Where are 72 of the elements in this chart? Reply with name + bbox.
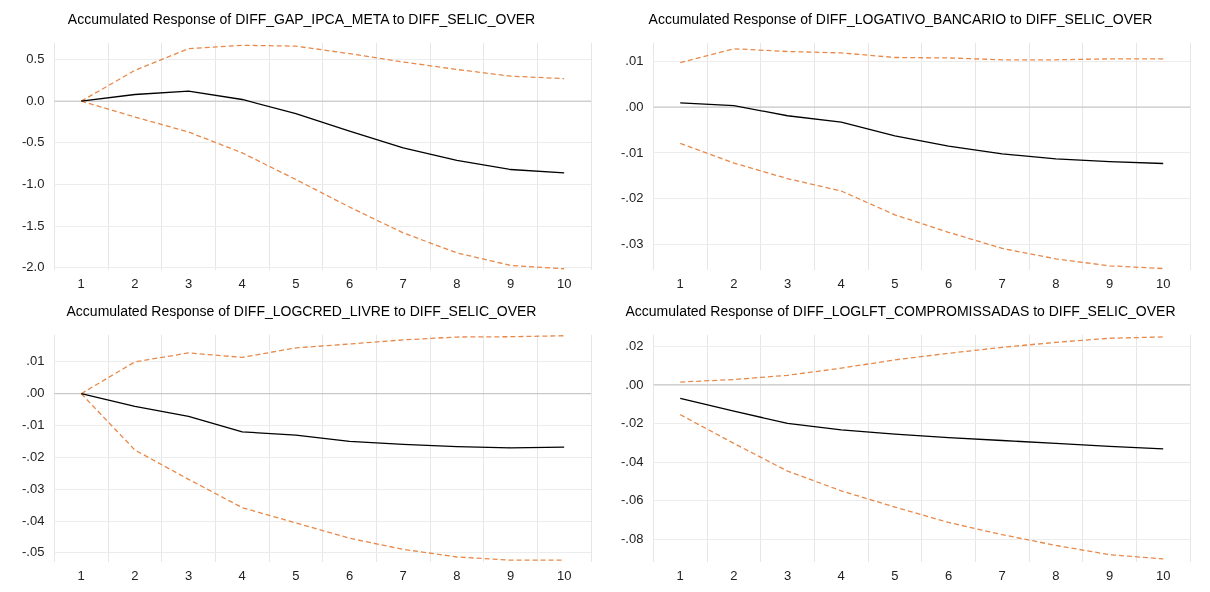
y-tick-label: .00 [625, 98, 644, 114]
y-tick-label: -.06 [620, 492, 644, 508]
y-tick-label: -.08 [620, 530, 644, 546]
chart-title: Accumulated Response of DIFF_GAP_IPCA_META to DIFF_SELIC_OVER [67, 11, 536, 28]
x-tick-label: 4 [837, 275, 845, 291]
y-tick-label: .00 [625, 376, 644, 392]
line-series [679, 142, 1164, 270]
x-tick-label: 5 [891, 567, 899, 583]
y-tick-label: .02 [625, 337, 644, 353]
y-tick-label: -.01 [620, 144, 644, 160]
x-tick-label: 8 [453, 275, 461, 291]
x-tick-label: 2 [730, 275, 738, 291]
x-tick-label: 9 [506, 275, 515, 291]
x-tick-label: 5 [292, 567, 300, 583]
y-tick-label: .01 [625, 52, 644, 68]
x-tick-label: 5 [891, 275, 899, 291]
y-tick-label: -.04 [21, 512, 45, 528]
x-tick-label: 8 [1052, 275, 1060, 291]
y-tick-label: 0.5 [26, 51, 45, 67]
x-tick-label: 10 [556, 275, 572, 291]
x-tick-label: 9 [506, 567, 515, 583]
x-tick-label: 7 [998, 275, 1006, 291]
y-tick-label: -1.5 [21, 217, 45, 233]
chart-title: Accumulated Response of DIFF_LOGCRED_LIVRE to DIFF_SELIC_OVER [66, 303, 537, 320]
x-tick-label: 7 [399, 275, 407, 291]
x-tick-label: 1 [676, 567, 684, 583]
y-tick-label: -.02 [620, 190, 644, 206]
y-tick-label: .01 [26, 353, 45, 369]
x-tick-label: 7 [998, 567, 1006, 583]
line-series [679, 48, 1164, 64]
y-tick-label: -1.0 [21, 176, 45, 192]
x-tick-label: 6 [944, 567, 953, 583]
x-tick-label: 6 [345, 567, 354, 583]
chart-title: Accumulated Response of DIFF_LOGLFT_COMPROMISSADAS to DIFF_SELIC_OVER [625, 303, 1176, 320]
y-tick-label: -.03 [620, 236, 644, 252]
x-tick-label: 10 [556, 567, 572, 583]
x-tick-label: 8 [1052, 567, 1060, 583]
x-tick-label: 10 [1155, 567, 1171, 583]
x-tick-label: 3 [184, 567, 193, 583]
x-tick-label: 9 [1105, 275, 1114, 291]
x-tick-label: 1 [77, 567, 85, 583]
y-tick-label: -0.5 [21, 134, 45, 150]
x-tick-label: 3 [783, 567, 792, 583]
y-tick-label: -2.0 [21, 259, 45, 275]
x-tick-label: 1 [77, 275, 85, 291]
y-tick-label: -.05 [21, 544, 45, 560]
x-tick-label: 1 [676, 275, 684, 291]
y-tick-label: -.03 [21, 480, 45, 496]
y-tick-label: -.04 [620, 453, 644, 469]
x-tick-label: 2 [730, 567, 738, 583]
x-tick-label: 6 [944, 275, 953, 291]
line-series [679, 414, 1164, 560]
x-tick-label: 3 [184, 275, 193, 291]
line-series [679, 336, 1164, 383]
x-tick-label: 2 [131, 567, 139, 583]
x-tick-label: 6 [345, 275, 354, 291]
x-tick-label: 4 [238, 567, 246, 583]
x-tick-label: 10 [1155, 275, 1171, 291]
x-tick-label: 8 [453, 567, 461, 583]
y-tick-label: 0.0 [26, 92, 45, 108]
chart-title: Accumulated Response of DIFF_LOGATIVO_BANCARIO to DIFF_SELIC_OVER [648, 11, 1153, 28]
y-tick-label: -.01 [21, 417, 45, 433]
x-tick-label: 4 [837, 567, 845, 583]
y-tick-label: .00 [26, 385, 45, 401]
x-tick-label: 5 [292, 275, 300, 291]
y-tick-label: -.02 [620, 415, 644, 431]
x-tick-label: 2 [131, 275, 139, 291]
x-tick-label: 3 [783, 275, 792, 291]
x-tick-label: 9 [1105, 567, 1114, 583]
x-tick-label: 7 [399, 567, 407, 583]
y-tick-label: -.02 [21, 448, 45, 464]
x-tick-label: 4 [238, 275, 246, 291]
